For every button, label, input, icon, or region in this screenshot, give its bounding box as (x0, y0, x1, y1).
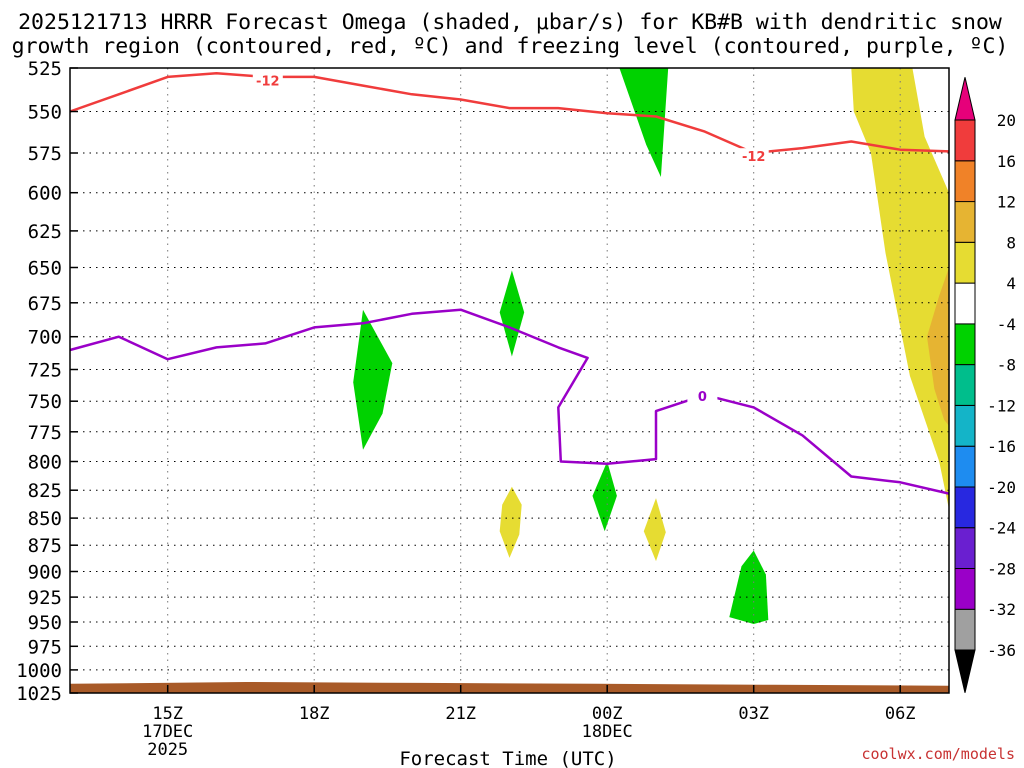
y-tick-label: 650 (28, 258, 62, 280)
y-tick-label: 575 (28, 143, 62, 165)
y-tick-label: 925 (28, 587, 62, 609)
freezing-level-isotherm-label-bg (687, 388, 718, 405)
x-tick-year: 2025 (147, 740, 188, 760)
colorbar-label: 20 (997, 111, 1016, 130)
colorbar-max-extension (954, 77, 976, 121)
colorbar-label: -12 (987, 396, 1016, 415)
y-tick-label: 975 (28, 636, 62, 658)
y-tick-label: 825 (28, 480, 62, 502)
x-tick-label: 03Z (738, 704, 769, 724)
y-tick-label: 725 (28, 360, 62, 382)
dendritic-growth-isotherm-label: -12 (256, 74, 280, 89)
colorbar-label: -20 (987, 478, 1016, 497)
colorbar-bin--24-to--20 (954, 486, 976, 529)
y-tick-label: 525 (28, 58, 62, 80)
freezing-level-isotherm (69, 308, 950, 495)
colorbar-bin--4-to-4 (954, 282, 976, 325)
freezing-level-isotherm-label: 0 (698, 390, 707, 405)
dendritic-growth-isotherm-label-bg (738, 148, 769, 165)
y-tick-label: 800 (28, 452, 62, 474)
x-tick-label: 06Z (885, 704, 916, 724)
x-tick-label: 15Z (152, 704, 183, 724)
x-axis-title: Forecast Time (UTC) (399, 748, 616, 768)
contour-layer: -12 -12 0 (69, 72, 950, 495)
colorbar: -36 -32 -28 -24 -20 -16 -12 -8 -4 4 8 12 16 20 (954, 77, 1016, 693)
y-tick-label: 775 (28, 422, 62, 444)
colorbar-label: 16 (997, 152, 1016, 171)
colorbar-bin-4-to-8 (954, 241, 976, 284)
colorbar-bin-12-to-16 (954, 160, 976, 203)
y-tick-label: 550 (28, 102, 62, 124)
y-tick-label: 850 (28, 508, 62, 530)
colorbar-bin--16-to--12 (954, 404, 976, 447)
colorbar-label: -24 (987, 519, 1016, 538)
colorbar-label: 12 (997, 193, 1016, 212)
y-tick-label: 750 (28, 391, 62, 413)
terrain-layer (70, 682, 949, 693)
omega-area-green-2 (353, 309, 393, 450)
omega-area-green-3 (499, 270, 525, 357)
y-tick-label: 625 (28, 221, 62, 243)
plot-frame (69, 67, 950, 694)
colorbar-bin--12-to--8 (954, 364, 976, 406)
y-axis: 525 550 575 600 625 650 675 700 725 750 775 800 825 8… (16, 58, 78, 705)
colorbar-label: 8 (1006, 233, 1016, 252)
colorbar-label: -32 (987, 600, 1016, 619)
colorbar-bin--8-to--4 (954, 323, 976, 366)
colorbar-bin-16-to-20 (954, 119, 976, 162)
y-tick-label: 950 (28, 612, 62, 634)
chart-title-line2: growth region (contoured, red, ºC) and f… (12, 34, 1009, 59)
colorbar-label: -16 (987, 437, 1016, 456)
y-tick-label: 1025 (16, 683, 62, 705)
x-tick-label: 00Z (592, 704, 623, 724)
colorbar-label: -8 (997, 356, 1016, 375)
dendritic-growth-isotherm-label-bg (252, 72, 283, 89)
colorbar-label: -4 (997, 315, 1016, 334)
colorbar-bin--36-to--32 (954, 608, 976, 651)
y-tick-label: 875 (28, 535, 62, 557)
omega-shading-layer (353, 68, 949, 624)
colorbar-bin--28-to--24 (954, 527, 976, 570)
omega-area-orange-1 (927, 267, 949, 426)
x-tick-label: 18Z (299, 704, 330, 724)
omega-area-yellow-1 (851, 68, 949, 510)
y-tick-label: 600 (28, 183, 62, 205)
x-tick-date: 18DEC (582, 722, 633, 742)
watermark[interactable]: coolwx.com/models (861, 745, 1015, 763)
x-tick-label: 21Z (445, 704, 476, 724)
colorbar-label: -36 (987, 641, 1016, 660)
colorbar-bin--20-to--16 (954, 445, 976, 488)
y-tick-label: 700 (28, 327, 62, 349)
omega-area-green-5 (729, 550, 769, 624)
dendritic-growth-isotherm (69, 72, 950, 155)
y-tick-label: 1000 (16, 660, 62, 682)
y-tick-label: 675 (28, 293, 62, 315)
colorbar-bin-8-to-12 (954, 201, 976, 243)
omega-area-green-1 (619, 68, 669, 177)
x-tick-date: 17DEC (142, 722, 193, 742)
omega-area-green-4 (592, 461, 617, 532)
omega-area-yellow-2 (499, 486, 522, 558)
colorbar-label: 4 (1006, 274, 1016, 293)
colorbar-label: -28 (987, 560, 1016, 579)
colorbar-bin--32-to--28 (954, 568, 976, 610)
y-tick-label: 900 (28, 562, 62, 584)
chart-title-line1: 2025121713 HRRR Forecast Omega (shaded, … (18, 10, 1002, 35)
terrain (70, 682, 949, 693)
omega-area-yellow-3 (643, 498, 666, 562)
dendritic-growth-isotherm-label: -12 (742, 150, 766, 165)
grid-layer (70, 68, 949, 693)
colorbar-min-extension (954, 649, 976, 693)
